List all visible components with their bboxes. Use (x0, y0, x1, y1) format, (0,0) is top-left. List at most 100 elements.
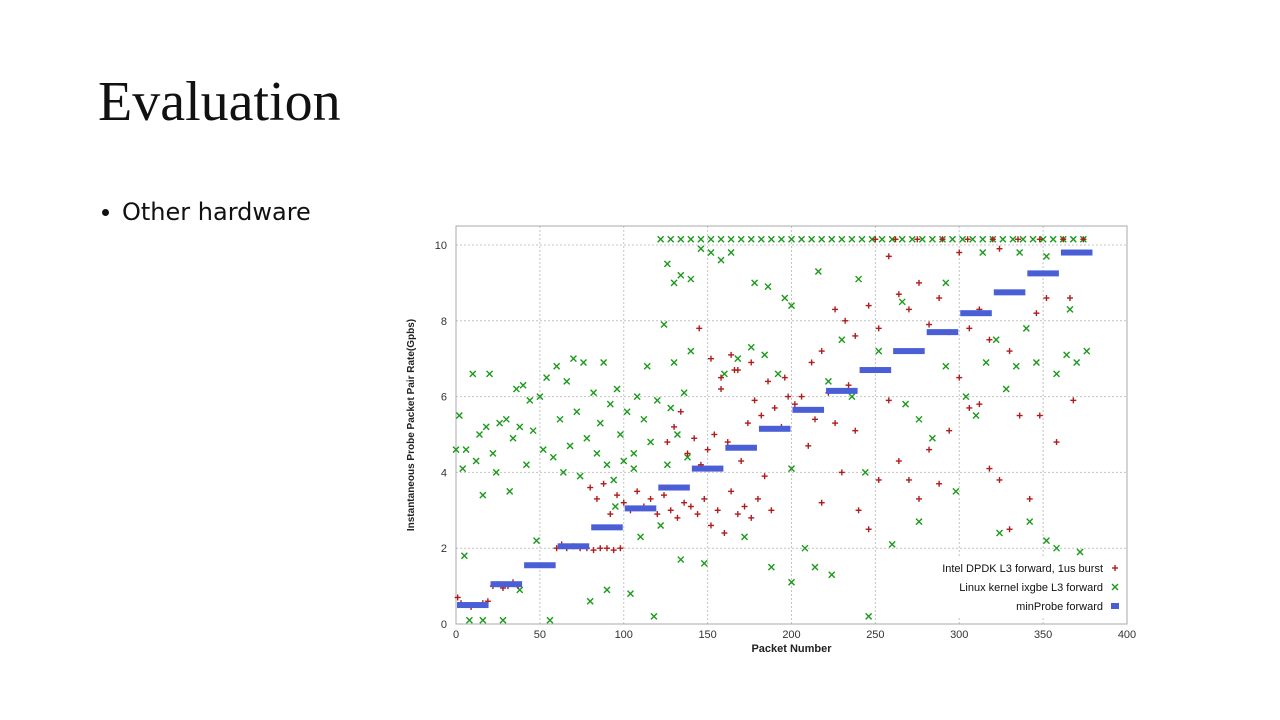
data-point-linux (1026, 518, 1034, 526)
data-point-linux (781, 294, 789, 302)
data-point-linux (918, 235, 926, 243)
data-point-linux (915, 415, 923, 423)
y-tick-label: 0 (441, 619, 447, 631)
data-point-linux (660, 321, 668, 329)
data-point-linux (616, 430, 624, 438)
data-point-linux (720, 370, 728, 378)
y-axis-label: Instantaneous Probe Packet Pair Rate(Gpb… (406, 319, 417, 531)
data-point-linux (1063, 351, 1071, 359)
data-point-linux (928, 235, 936, 243)
data-point-linux (509, 434, 517, 442)
data-point-linux (902, 400, 910, 408)
data-point-linux (472, 457, 480, 465)
data-point-linux (868, 235, 876, 243)
data-point-linux (838, 235, 846, 243)
data-point-linux (670, 279, 678, 287)
data-point-linux (1042, 252, 1050, 260)
series-linux (452, 235, 1091, 624)
data-point-linux (603, 461, 611, 469)
data-point-linux (630, 449, 638, 457)
data-point-linux (516, 586, 524, 594)
data-point-linux (1066, 305, 1074, 313)
data-point-linux (848, 393, 856, 401)
data-segment-minprobe (859, 367, 892, 374)
x-tick-label: 0 (453, 629, 459, 641)
data-point-linux (972, 412, 980, 420)
data-point-linux (626, 590, 634, 598)
data-point-linux (737, 235, 745, 243)
data-point-linux (928, 434, 936, 442)
chart-series (452, 235, 1093, 624)
data-point-linux (590, 389, 598, 397)
data-point-linux (828, 235, 836, 243)
data-point-linux (559, 468, 567, 476)
data-point-linux (684, 453, 691, 461)
x-tick-label: 300 (950, 629, 968, 641)
data-point-linux (673, 430, 681, 438)
y-tick-label: 8 (441, 316, 447, 328)
data-point-linux (603, 586, 611, 594)
data-point-linux (982, 358, 990, 366)
data-point-linux (556, 415, 564, 423)
data-point-linux (546, 616, 554, 624)
data-point-linux (657, 521, 665, 529)
x-axis-label: Packet Number (751, 643, 832, 655)
data-segment-minprobe (457, 602, 489, 609)
data-point-linux (620, 457, 628, 465)
data-segment-minprobe (926, 329, 959, 336)
data-point-linux (828, 571, 836, 579)
data-point-linux (650, 612, 658, 620)
data-point-linux (593, 449, 601, 457)
data-point-linux (767, 563, 775, 571)
legend-label: minProbe forward (1016, 601, 1103, 613)
data-point-linux (808, 235, 816, 243)
data-point-linux (482, 423, 490, 431)
data-point-linux (788, 578, 795, 586)
data-point-linux (727, 235, 735, 243)
data-point-linux (1039, 235, 1047, 243)
data-point-linux (653, 396, 661, 404)
data-point-linux (777, 235, 785, 243)
data-point-linux (1053, 544, 1061, 552)
y-tick-label: 10 (435, 240, 447, 252)
data-point-linux (536, 393, 544, 401)
data-point-linux (1042, 537, 1050, 545)
data-point-linux (460, 552, 468, 560)
data-point-linux (573, 408, 581, 416)
data-point-linux (680, 389, 688, 397)
data-point-linux (878, 235, 886, 243)
data-point-linux (697, 245, 705, 253)
bullet-dot-icon (102, 208, 109, 216)
data-point-linux (1002, 385, 1010, 393)
data-point-linux (633, 393, 641, 401)
scatter-chart: 0 50 100 150 200 250 300 350 400 0 2 4 6 8 10 Packet N… (406, 225, 1136, 655)
data-point-linux (741, 533, 749, 541)
data-point-linux (707, 249, 715, 257)
series-intel (454, 236, 1087, 610)
data-point-linux (459, 465, 467, 473)
data-point-linux (475, 430, 483, 438)
data-point-linux (1076, 548, 1084, 556)
data-point-linux (462, 446, 470, 454)
data-point-linux (898, 298, 906, 306)
data-segment-minprobe (490, 581, 523, 588)
data-point-linux (516, 423, 524, 431)
data-segment-minprobe (1027, 270, 1059, 277)
data-segment-minprobe (1060, 249, 1093, 256)
data-point-linux (499, 616, 507, 624)
data-point-linux (952, 487, 960, 495)
data-point-linux (600, 358, 608, 366)
data-point-linux (717, 235, 725, 243)
data-point-linux (465, 616, 473, 624)
legend-label: Linux kernel ixgbe L3 forward (959, 582, 1103, 594)
data-point-linux (687, 347, 695, 355)
x-tick-label: 100 (615, 629, 633, 641)
data-point-linux (1069, 235, 1077, 243)
data-point-linux (647, 438, 655, 446)
data-segment-minprobe (826, 387, 858, 394)
data-point-linux (1009, 235, 1017, 243)
data-point-linux (506, 487, 514, 495)
data-point-linux (811, 563, 819, 571)
data-point-linux (522, 461, 530, 469)
data-point-linux (637, 533, 645, 541)
